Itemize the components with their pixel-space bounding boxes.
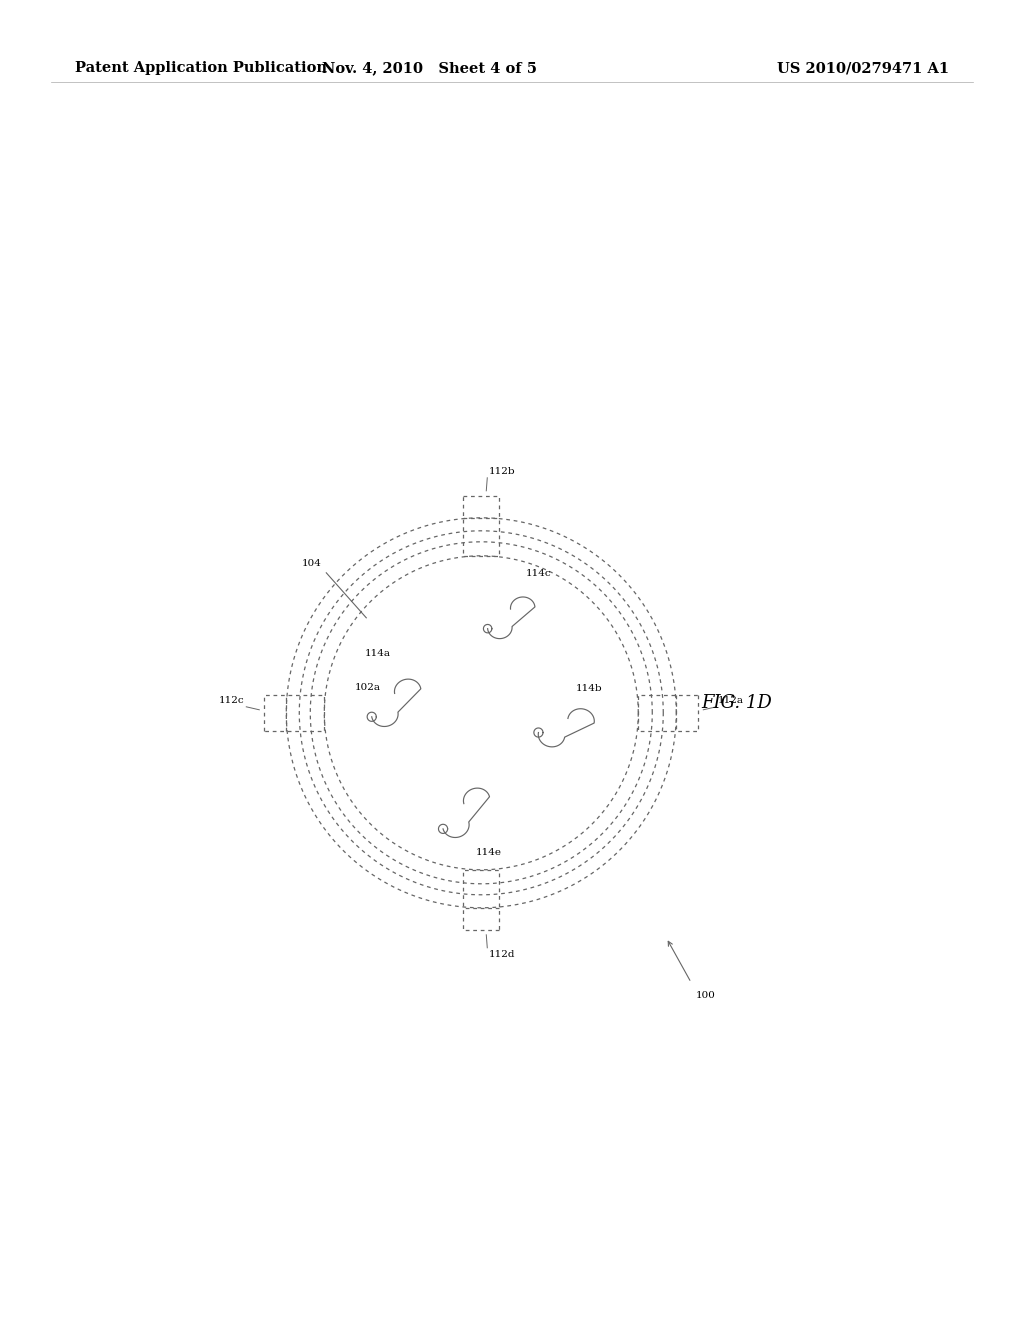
Text: 114c: 114c (526, 569, 552, 578)
Text: Nov. 4, 2010   Sheet 4 of 5: Nov. 4, 2010 Sheet 4 of 5 (323, 61, 538, 75)
Text: 112a: 112a (718, 696, 744, 705)
Text: 112b: 112b (489, 467, 516, 475)
Text: US 2010/0279471 A1: US 2010/0279471 A1 (777, 61, 949, 75)
Text: 100: 100 (696, 991, 716, 999)
Text: 112c: 112c (219, 696, 245, 705)
Text: Patent Application Publication: Patent Application Publication (75, 61, 327, 75)
Text: 102a: 102a (355, 684, 381, 692)
Text: 104: 104 (301, 558, 322, 568)
Text: 114e: 114e (476, 847, 503, 857)
Text: 114a: 114a (366, 649, 391, 657)
Text: FIG. 1D: FIG. 1D (701, 694, 772, 711)
Text: 112d: 112d (489, 950, 516, 958)
Text: 114b: 114b (577, 684, 603, 693)
